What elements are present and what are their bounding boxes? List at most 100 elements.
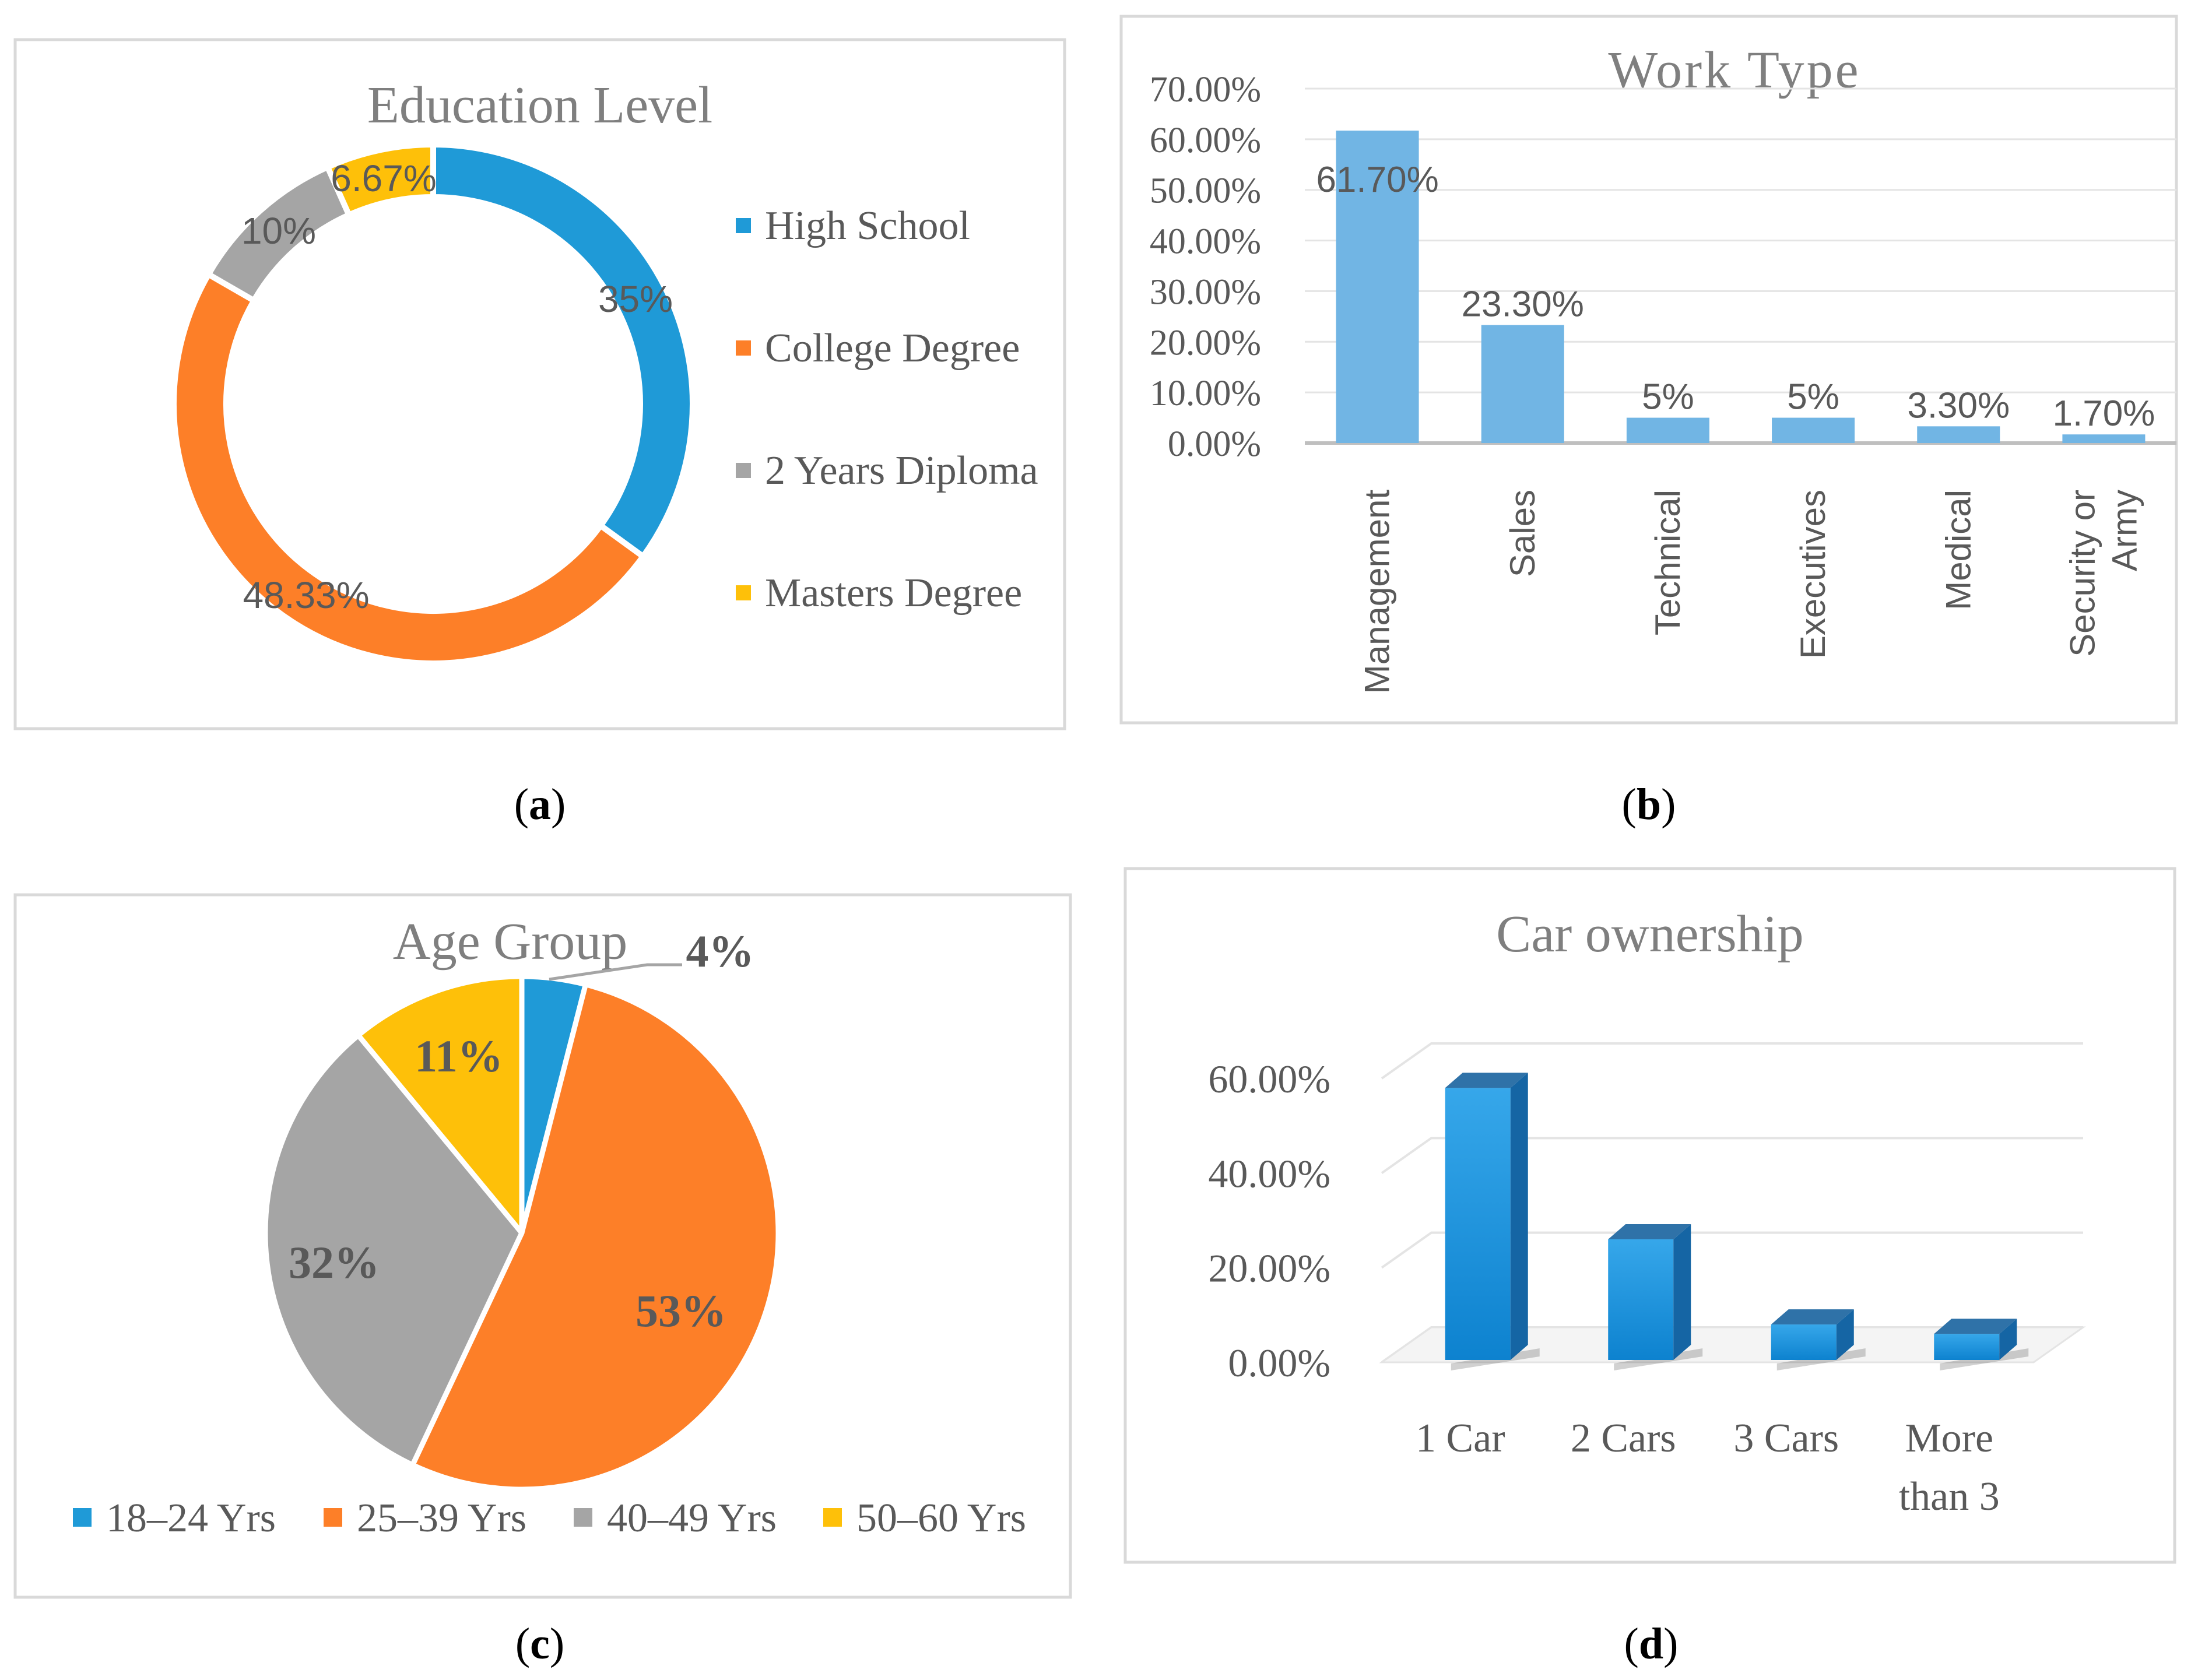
- car-bar-top: [1445, 1073, 1528, 1088]
- panel-d-title: Car ownership: [1496, 905, 1803, 963]
- car-category-label: than 3: [1899, 1474, 2000, 1519]
- pie-slice-50-60-yrs: [356, 973, 525, 1236]
- car-bars: [1445, 1073, 2029, 1370]
- work-type-bar-technical: [1626, 417, 1709, 443]
- panel-b: Work Type 0.00% 10.00% 20.00% 30.00% 40.00% 5…: [1119, 15, 2178, 829]
- car-gridline: [1381, 1137, 2083, 1174]
- pie-slices: [262, 973, 781, 1492]
- legend-item-50-60: 50–60 Yrs: [823, 1496, 1026, 1541]
- work-type-category-label: Medical: [1939, 490, 1978, 610]
- work-type-bar-executives: [1772, 417, 1855, 443]
- car-y-tick: 60.00%: [1208, 1057, 1330, 1101]
- legend-label-2-years-diploma: 2 Years Diploma: [765, 448, 1038, 493]
- work-type-gridlines: [1305, 87, 2176, 445]
- car-bar-top: [1608, 1224, 1691, 1239]
- car-bar-top: [1934, 1319, 2017, 1334]
- legend-item-college-degree: College Degree: [736, 326, 1020, 371]
- legend-swatch-25-39: [324, 1508, 342, 1527]
- car-category-3-cars: 3 Cars: [1733, 1416, 1839, 1461]
- legend-label-masters-degree: Masters Degree: [765, 571, 1022, 616]
- legend-item-25-39: 25–39 Yrs: [324, 1496, 526, 1541]
- panel-d-frame: [1123, 867, 2176, 1564]
- panel-a-caption: (a): [514, 780, 566, 829]
- legend-swatch-masters-degree: [736, 585, 751, 600]
- panel-d-caption-letter: d: [1639, 1619, 1663, 1668]
- car-bar-front: [1934, 1334, 2000, 1360]
- donut-label-masters-degree: 6.67%: [331, 157, 436, 199]
- legend-swatch-18-24: [73, 1508, 92, 1527]
- donut-slices: [171, 141, 696, 666]
- legend-swatch-40-49: [574, 1508, 592, 1527]
- car-category-1-car: 1 Car: [1416, 1416, 1505, 1461]
- pie-label-18-24: 4%: [686, 926, 754, 976]
- work-type-category-label: Sales: [1503, 490, 1542, 577]
- work-type-y-tick: 40.00%: [1150, 222, 1261, 262]
- car-bar-front: [1445, 1088, 1511, 1360]
- work-type-category-label: Security or: [2063, 490, 2102, 657]
- car-bar-1-car: [1445, 1073, 1540, 1370]
- work-type-y-tick: 70.00%: [1150, 70, 1261, 110]
- donut-label-high-school: 35%: [598, 278, 673, 320]
- donut-label-college-degree: 48.33%: [243, 574, 369, 616]
- legend-swatch-2-years-diploma: [736, 463, 751, 478]
- donut-data-labels: 35% 48.33% 10% 6.67%: [241, 157, 673, 616]
- work-type-category-label: Army: [2105, 490, 2144, 571]
- car-bar-front: [1608, 1239, 1674, 1360]
- work-type-data-label: 3.30%: [1907, 385, 2010, 426]
- car-category-label: More: [1905, 1416, 1993, 1461]
- work-type-category-medical: Medical: [1939, 490, 1978, 610]
- car-category-label: 3 Cars: [1733, 1416, 1839, 1461]
- panel-d: Car ownership 0.00% 20.00% 40.00% 60.00% 1 …: [1123, 867, 2176, 1668]
- work-type-category-executives: Executives: [1793, 490, 1832, 659]
- work-type-data-label: 1.70%: [2053, 393, 2155, 434]
- work-type-bar-medical: [1917, 426, 2000, 443]
- pie-slice-40-49-yrs: [262, 1032, 525, 1468]
- car-category-labels: 1 Car 2 Cars 3 Cars More than 3: [1416, 1416, 2000, 1519]
- work-type-data-label: 5%: [1642, 377, 1694, 417]
- panel-c-title: Age Group: [393, 913, 627, 971]
- donut-legend: High School College Degree 2 Years Diplo…: [736, 203, 1038, 616]
- work-type-bar-security-or-army: [2062, 434, 2146, 443]
- car-bar-side: [1673, 1224, 1691, 1360]
- panel-c-caption-letter: c: [530, 1619, 550, 1668]
- work-type-y-tick: 10.00%: [1150, 374, 1261, 413]
- car-category-2-cars: 2 Cars: [1571, 1416, 1676, 1461]
- work-type-category-label: Management: [1358, 490, 1397, 694]
- panel-d-caption: (d): [1624, 1619, 1679, 1668]
- work-type-data-label: 61.70%: [1316, 160, 1438, 200]
- car-y-tick: 40.00%: [1208, 1151, 1330, 1196]
- pie-label-40-49: 32%: [289, 1237, 380, 1288]
- car-y-tick: 0.00%: [1228, 1341, 1330, 1385]
- panel-b-title: Work Type: [1608, 41, 1860, 99]
- panel-b-frame: [1119, 15, 2178, 725]
- panel-a: Education Level 35% 48.33% 10% 6.67% Hig…: [13, 38, 1066, 829]
- legend-swatch-college-degree: [736, 340, 751, 356]
- car-bar-side: [1510, 1073, 1528, 1360]
- work-type-y-tick: 60.00%: [1150, 121, 1261, 160]
- pie-slice-25-39-yrs: [410, 982, 781, 1492]
- legend-item-high-school: High School: [736, 203, 970, 248]
- work-type-category-labels: Management Sales Technical Executives Medica…: [1358, 490, 2144, 694]
- car-bar-3-cars: [1771, 1309, 1866, 1370]
- pie-label-50-60: 11%: [415, 1031, 503, 1081]
- work-type-y-tick: 50.00%: [1150, 171, 1261, 211]
- car-gridlines: [1379, 1042, 2086, 1363]
- legend-item-2-years-diploma: 2 Years Diploma: [736, 448, 1038, 493]
- work-type-y-tick: 30.00%: [1150, 272, 1261, 312]
- panel-c: Age Group 4% 53% 32% 11% 18–24 Yrs 25–39…: [13, 893, 1072, 1668]
- panel-a-caption-letter: a: [529, 780, 551, 829]
- legend-swatch-high-school: [736, 218, 751, 233]
- car-category-label: 2 Cars: [1571, 1416, 1676, 1461]
- work-type-category-management: Management: [1358, 490, 1397, 694]
- pie-leader-line: [549, 963, 682, 981]
- legend-label-college-degree: College Degree: [765, 326, 1020, 371]
- car-category-label: 1 Car: [1416, 1416, 1505, 1461]
- car-bar-top: [1771, 1309, 1854, 1325]
- legend-item-masters-degree: Masters Degree: [736, 571, 1022, 616]
- donut-slice-college-degree: [171, 270, 648, 666]
- donut-slice-high-school: [430, 141, 696, 561]
- car-gridline: [1381, 1231, 2083, 1269]
- legend-label-40-49: 40–49 Yrs: [607, 1496, 777, 1541]
- work-type-y-tick: 20.00%: [1150, 323, 1261, 363]
- car-bar-more-than-3: [1934, 1319, 2029, 1370]
